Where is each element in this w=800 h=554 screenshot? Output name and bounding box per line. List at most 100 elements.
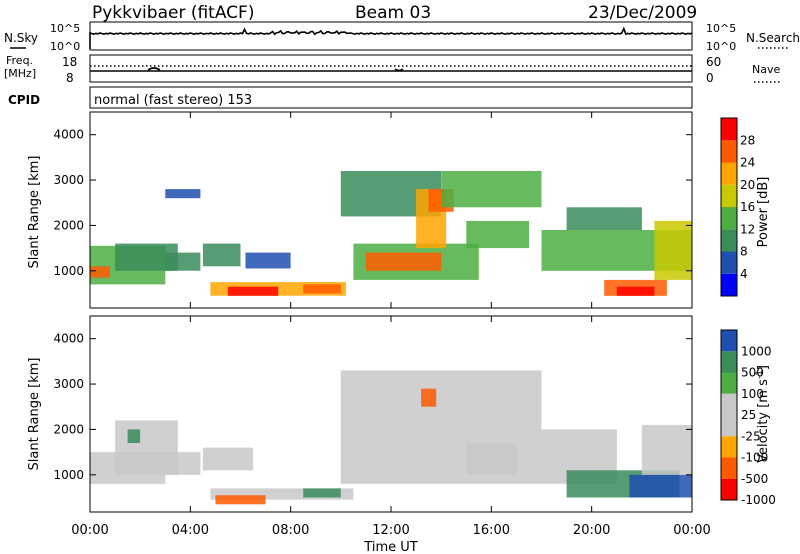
noise-panel-frame — [89, 21, 693, 51]
power-ytick-label-0: 1000 — [53, 264, 84, 278]
velocity-heatmap — [90, 370, 692, 505]
cpid-label: CPID — [8, 93, 40, 107]
velocity-colorbar-tick-0: 1000 — [741, 344, 772, 358]
power-region-18 — [566, 207, 642, 230]
velocity-colorbar-segment-3 — [721, 393, 737, 416]
freq-left-tick-bottom: 8 — [66, 71, 74, 85]
date-title: 23/Dec/2009 — [588, 3, 697, 23]
power-colorbar-tick-4: 20 — [740, 178, 755, 192]
velocity-colorbar-tick-3: 25 — [741, 408, 756, 422]
cpid-frame — [89, 86, 693, 109]
velocity-region-5 — [210, 488, 354, 500]
power-colorbar-segment-5 — [721, 162, 737, 185]
freq-left-tick-top: 18 — [62, 55, 77, 69]
velocity-region-7 — [303, 488, 341, 498]
noise-right-tick-top: 10^5 — [706, 22, 736, 35]
power-region-15 — [441, 171, 542, 208]
noise-panel: N.Sky 10^5 10^0 10^5 10^0 N.Search — [4, 21, 800, 53]
station-title: Pykkvibaer (fitACF) — [92, 3, 254, 23]
velocity-colorbar-segment-4 — [721, 415, 737, 437]
velocity-colorbar-tick-4: -25 — [741, 429, 761, 443]
cpid-mode: normal (fast stereo) 153 — [94, 93, 252, 108]
power-colorbar: 4 8 12 16 20 24 28 — [720, 117, 755, 297]
velocity-region-14 — [641, 424, 692, 475]
velocity-region-4 — [202, 447, 254, 471]
power-colorbar-tick-2: 12 — [740, 222, 755, 236]
velocity-region-13 — [629, 474, 692, 498]
velocity-panel: 1000 2000 3000 4000 Slant Range [km] 1000 50… — [27, 315, 776, 513]
velocity-ytick-label-2: 3000 — [53, 377, 84, 391]
velocity-colorbar-tick-2: 100 — [741, 387, 764, 401]
noise-sky-label: N.Sky — [4, 31, 38, 45]
power-colorbar-segment-0 — [721, 273, 737, 297]
noise-right-tick-bottom: 10^0 — [706, 40, 736, 53]
velocity-colorbar-segment-0 — [721, 330, 737, 352]
velocity-colorbar-tick-7: -1000 — [741, 493, 776, 507]
velocity-colorbar: 1000 500 100 25 -25 -100 -500 -1000 — [720, 329, 776, 507]
velocity-colorbar-tick-5: -100 — [741, 451, 768, 465]
power-colorbar-label: Power [dB] — [756, 177, 771, 248]
velocity-colorbar-tick-1: 500 — [741, 366, 764, 380]
power-region-12 — [365, 252, 442, 271]
velocity-ylabel: Slant Range [km] — [27, 358, 42, 471]
velocity-colorbar-frame — [720, 329, 738, 501]
freq-panel-frame — [89, 54, 693, 83]
power-region-16 — [466, 220, 529, 249]
xtick-label-2: 08:00 — [272, 523, 309, 538]
power-colorbar-tick-6: 28 — [740, 133, 755, 147]
power-ytick-label-1: 2000 — [53, 218, 84, 232]
power-region-4 — [165, 189, 201, 199]
freq-right-tick-bottom: 0 — [706, 71, 714, 85]
power-ytick-label-2: 3000 — [53, 173, 84, 187]
velocity-ytick-label-3: 4000 — [53, 332, 84, 346]
power-region-21 — [654, 220, 692, 280]
power-region-20 — [616, 286, 655, 296]
beam-title: Beam 03 — [355, 3, 431, 23]
freq-label-line1: Freq. — [6, 54, 33, 67]
power-colorbar-tick-3: 16 — [740, 200, 755, 214]
power-colorbar-tick-1: 8 — [740, 245, 748, 259]
time-axis: 00:00 04:00 08:00 12:00 16:00 20:00 00:00 — [71, 112, 711, 538]
velocity-ytick-label-1: 2000 — [53, 422, 84, 436]
velocity-colorbar-segment-5 — [721, 436, 737, 458]
velocity-colorbar-segment-7 — [721, 478, 737, 501]
power-colorbar-segment-7 — [721, 118, 737, 141]
power-colorbar-segment-4 — [721, 184, 737, 208]
noise-left-tick-bottom: 10^0 — [50, 40, 80, 53]
freq-trace-bumps — [147, 67, 404, 72]
time-axis-label: Time UT — [363, 540, 417, 554]
xtick-label-5: 20:00 — [573, 523, 610, 538]
velocity-colorbar-segment-1 — [721, 351, 737, 373]
velocity-colorbar-label: Velocity [m s-1] — [755, 365, 771, 463]
xtick-label-1: 04:00 — [172, 523, 209, 538]
velocity-region-9 — [421, 388, 437, 407]
cpid-row: CPID normal (fast stereo) 153 — [8, 86, 693, 109]
velocity-region-3 — [165, 452, 201, 475]
velocity-colorbar-segment-6 — [721, 457, 737, 479]
power-ytick-label-3: 4000 — [53, 128, 84, 142]
power-region-6 — [245, 252, 291, 269]
power-colorbar-segment-6 — [721, 140, 737, 163]
velocity-colorbar-segment-2 — [721, 372, 737, 394]
xtick-label-4: 16:00 — [473, 523, 510, 538]
power-region-9 — [303, 284, 341, 294]
freq-panel: Freq. [MHz] 18 8 60 0 Nave — [4, 54, 782, 85]
power-colorbar-tick-0: 4 — [740, 267, 748, 281]
freq-label-line2: [MHz] — [4, 67, 36, 80]
xtick-label-6: 00:00 — [673, 523, 710, 538]
noise-left-tick-top: 10^5 — [50, 22, 80, 35]
velocity-region-10 — [466, 443, 517, 475]
freq-right-tick-top: 60 — [706, 55, 721, 69]
power-region-8 — [228, 286, 279, 296]
power-panel: 1000 2000 3000 4000 Slant Range [km] 4 8 12 16… — [27, 111, 771, 309]
power-colorbar-frame — [720, 117, 738, 297]
power-colorbar-tick-5: 24 — [740, 156, 755, 170]
xtick-label-0: 00:00 — [71, 523, 108, 538]
power-colorbar-segment-3 — [721, 207, 737, 230]
noise-sky-trace — [89, 26, 693, 49]
xtick-label-3: 12:00 — [372, 523, 409, 538]
power-heatmap — [90, 171, 692, 296]
nave-label: Nave — [752, 63, 780, 76]
power-ylabel: Slant Range [km] — [27, 156, 42, 269]
velocity-ytick-label-0: 1000 — [53, 468, 84, 482]
